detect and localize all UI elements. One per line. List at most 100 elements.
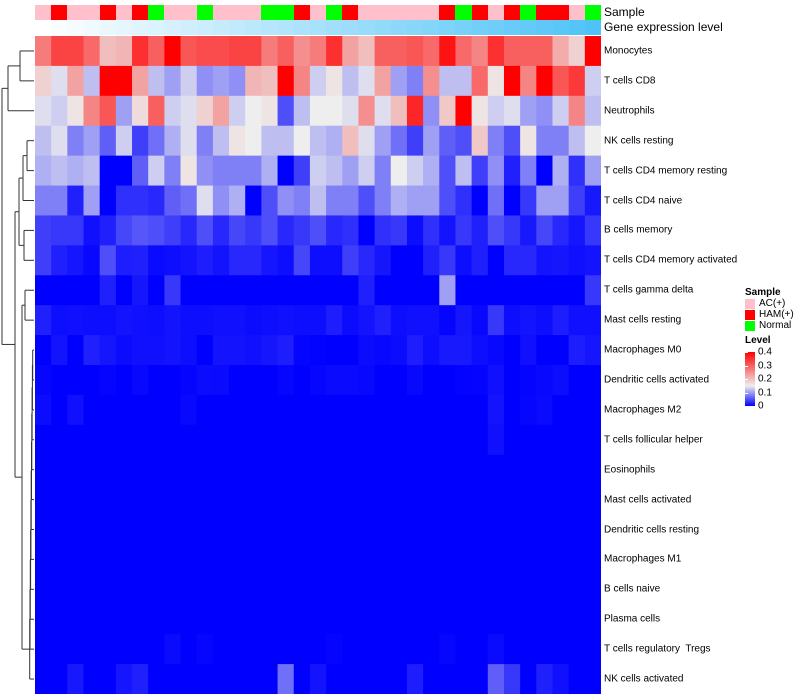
heatmap-cell [455,275,473,306]
legend: Sample AC(+) HAM(+) Normal Level 0.4 0.3 0… [745,287,794,412]
heatmap-cell [326,484,343,516]
heatmap-cell [51,574,68,605]
row-label: Dendritic cells activated [604,374,710,386]
sample-annotation-cell [503,5,521,20]
heatmap-cell [439,36,456,67]
heatmap-cell [584,275,601,306]
heatmap-cell [584,215,601,246]
row-label: Plasma cells [604,613,661,625]
heatmap-cell [552,215,570,246]
heatmap-cell [455,95,473,127]
sample-annotation-cell [487,5,504,20]
heatmap-cell [35,514,52,545]
heatmap-cell [568,484,586,516]
heatmap-cell [164,365,182,396]
heatmap-cell [455,245,473,276]
sample-annotation-cell [406,5,424,20]
sample-annotation-cell [326,5,343,20]
heatmap-cell [390,634,408,665]
sample-annotation-cell [51,5,68,20]
heatmap-cell [229,95,246,127]
heatmap-cell [536,95,553,127]
heatmap-cell [212,335,230,366]
heatmap-cell [83,454,101,486]
heatmap-cell [261,634,279,665]
heatmap-cell [196,155,214,187]
heatmap-cell [552,65,570,97]
heatmap-cell [536,424,553,456]
heatmap-cell [406,95,424,127]
heatmap-cell [552,335,570,366]
heatmap-cell [229,245,246,276]
heatmap-cell [196,245,214,276]
heatmap-cell [115,335,133,366]
heatmap-cell [132,604,149,635]
heatmap-cell [536,65,553,97]
heatmap-cell [196,36,214,67]
heatmap-cell [326,634,343,665]
heatmap-cell [132,394,149,426]
heatmap-cell [520,514,537,545]
heatmap-cell [503,394,521,426]
heatmap-cell [584,544,601,575]
heatmap-cell [261,125,279,157]
heatmap-cell [520,305,537,336]
heatmap-cell [568,95,586,127]
gene-expression-annotation-cell [293,20,310,35]
row-label: T cells CD8 [604,75,656,87]
heatmap-cell [358,664,376,694]
level-tick-label: 0.3 [758,360,772,371]
heatmap-cell [406,365,424,396]
heatmap-cell [229,574,246,605]
heatmap-cell [374,245,392,276]
heatmap-cell [471,65,489,97]
heatmap-cell [309,155,327,187]
heatmap-cell [83,275,101,306]
heatmap-cell [423,125,440,157]
heatmap-cell [358,185,376,216]
heatmap-cell [196,365,214,396]
heatmap-cell [261,424,279,456]
gene-expression-annotation-cell [196,20,213,35]
heatmap-cell [487,514,505,545]
heatmap-cell [277,634,295,665]
heatmap-cell [212,36,230,67]
heatmap-cell [245,305,262,336]
heatmap-cell [148,305,165,336]
heatmap-cell [212,604,230,635]
heatmap-cell [503,664,521,694]
heatmap-cell [358,155,376,187]
heatmap-cell [277,245,295,276]
heatmap-cell [51,125,68,157]
heatmap-cell [423,275,440,306]
heatmap-cell [568,544,586,575]
heatmap-cell [568,185,586,216]
heatmap-cell [229,125,246,157]
heatmap-cell [245,155,262,187]
heatmap-cell [487,424,505,456]
heatmap-cell [196,125,214,157]
heatmap-cell [229,215,246,246]
heatmap-cell [455,365,473,396]
heatmap-cell [67,634,85,665]
heatmap-cell [520,664,537,694]
legend-swatch [745,320,755,331]
heatmap-cell [212,185,230,216]
heatmap-cell [552,514,570,545]
heatmap-cell [390,245,408,276]
heatmap-cell [342,185,359,216]
heatmap-cell [212,305,230,336]
heatmap-cell [326,185,343,216]
heatmap-cell [390,155,408,187]
heatmap-cell [99,514,117,545]
heatmap-cell [132,574,149,605]
heatmap-cell [83,95,101,127]
heatmap-cell [568,424,586,456]
heatmap-cell [115,394,133,426]
heatmap-cell [584,634,601,665]
heatmap-cell [552,275,570,306]
heatmap-cell [503,125,521,157]
heatmap-cell [358,125,376,157]
heatmap-cell [115,275,133,306]
heatmap-cell [229,36,246,67]
